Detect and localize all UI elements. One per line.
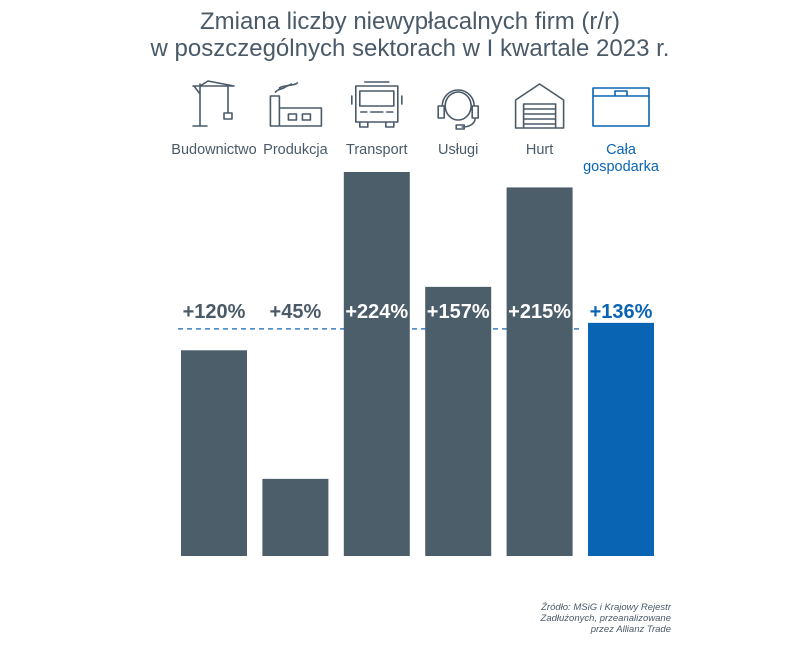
category-label-line: gospodarka (583, 159, 660, 175)
chart-title-line-2: w poszczególnych sektorach w I kwartale … (150, 35, 670, 62)
category-label-line: Transport (346, 142, 408, 158)
bar-hurt (506, 187, 573, 556)
category-label-line: Budownictwo (171, 142, 256, 158)
bar-usługi (425, 286, 492, 556)
bar-produkcja (262, 478, 329, 556)
value-label: +215% (508, 301, 571, 323)
truck-icon (350, 81, 403, 128)
source-line-2: Zadłużonych, przeanalizowane (540, 613, 671, 624)
crane-icon (192, 80, 235, 127)
category-label: Produkcja (263, 142, 328, 158)
category-label-line: Usługi (438, 142, 478, 158)
category-label: Usługi (438, 142, 478, 158)
category-label-line: Produkcja (263, 142, 328, 158)
source-note: Źródło: MSiG i Krajowy Rejestr Zadłużony… (541, 602, 671, 635)
wallet-icon (592, 87, 650, 127)
factory-icon (269, 82, 323, 127)
headset-icon (437, 89, 480, 130)
value-label: +224% (345, 301, 408, 323)
warehouse-icon (514, 83, 565, 129)
category-label: Cała gospodarka (583, 142, 660, 175)
chart-title: Zmiana liczby niewypłacalnych firm (r/r)… (0, 8, 800, 62)
bar-cała-gospodarka (588, 322, 654, 556)
source-line-1: Źródło: MSiG i Krajowy Rejestr (541, 602, 671, 613)
category-label-line: Cała (606, 142, 637, 158)
value-label: +157% (427, 301, 490, 323)
bar-transport (343, 172, 410, 556)
category-label: Budownictwo (171, 142, 256, 158)
category-label: Transport (346, 142, 408, 158)
value-label: +136% (590, 301, 653, 323)
value-label: +120% (183, 301, 246, 323)
value-label: +45% (270, 301, 322, 323)
category-label: Hurt (526, 142, 553, 158)
source-line-3: przez Allianz Trade (590, 624, 671, 635)
category-label-line: Hurt (526, 142, 553, 158)
chart-title-line-1: Zmiana liczby niewypłacalnych firm (r/r) (199, 8, 621, 35)
bar-budownictwo (181, 350, 247, 556)
